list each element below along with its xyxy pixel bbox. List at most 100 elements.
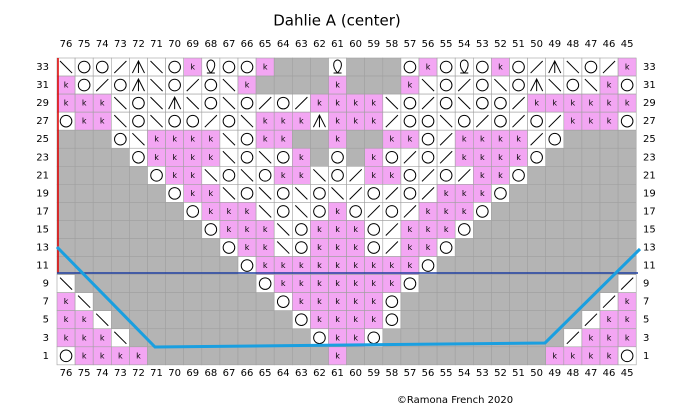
yarn-over xyxy=(313,187,326,200)
stitch-cell xyxy=(74,57,94,77)
knit-label: k xyxy=(390,171,395,180)
stitch-cell xyxy=(201,346,221,366)
yarn-over xyxy=(276,96,290,110)
column-number: 45 xyxy=(621,368,634,379)
stitch-cell xyxy=(165,310,185,330)
stitch-cell xyxy=(527,274,546,293)
stitch-cell xyxy=(183,274,203,293)
knit-label: k xyxy=(371,117,376,126)
knit-label: k xyxy=(571,117,576,126)
stitch-cell xyxy=(291,220,311,239)
stitch-cell xyxy=(509,220,528,239)
stitch-cell xyxy=(617,220,637,239)
knit-label: k xyxy=(371,261,376,270)
stitch-cell xyxy=(545,129,565,149)
stitch-cell xyxy=(273,184,293,203)
stitch-cell xyxy=(545,274,565,293)
knit-label: k xyxy=(625,333,630,342)
column-number: 58 xyxy=(385,39,398,50)
stitch-cell xyxy=(310,346,329,366)
stitch-cell xyxy=(454,292,474,311)
column-number: 68 xyxy=(204,368,217,379)
stitch-cell xyxy=(111,292,130,311)
column-number: 65 xyxy=(259,39,272,50)
stitch-cell xyxy=(111,129,130,149)
stitch-cell xyxy=(346,57,366,77)
column-number: 46 xyxy=(603,39,616,50)
row-number: 27 xyxy=(36,116,49,127)
stitch-cell xyxy=(599,184,619,203)
knit-label: k xyxy=(371,153,376,162)
stitch-cell xyxy=(509,166,528,185)
stitch-cell xyxy=(201,256,221,275)
knit-label: k xyxy=(299,261,304,270)
stitch-cell xyxy=(129,111,148,131)
knit-label: k xyxy=(64,99,69,108)
stitch-cell xyxy=(310,184,329,203)
stitch-cell xyxy=(111,147,130,167)
stitch-cell xyxy=(454,238,474,257)
stitch-cell xyxy=(201,238,221,257)
stitch-cell xyxy=(92,238,112,257)
stitch-cell xyxy=(346,75,366,95)
yarn-over xyxy=(313,205,326,218)
stitch-cell xyxy=(599,202,619,221)
column-number: 75 xyxy=(78,368,91,379)
column-number: 56 xyxy=(422,368,435,379)
stitch-cell xyxy=(165,111,185,131)
stitch-cell xyxy=(219,328,239,348)
stitch-cell xyxy=(255,166,275,185)
knit-label: k xyxy=(353,117,358,126)
yarn-over xyxy=(439,96,453,110)
yarn-over xyxy=(476,96,489,110)
knit-label: k xyxy=(462,189,467,198)
stitch-cell xyxy=(454,111,474,131)
stitch-cell xyxy=(563,75,583,95)
yarn-over xyxy=(132,114,145,128)
stitch-cell xyxy=(491,292,510,311)
knit-label: k xyxy=(299,171,304,180)
stitch-cell xyxy=(599,129,619,149)
yarn-over xyxy=(385,150,399,164)
stitch-cell xyxy=(491,220,510,239)
row-number: 33 xyxy=(36,62,49,73)
stitch-cell xyxy=(111,238,130,257)
k2tog xyxy=(403,205,417,218)
k2tog xyxy=(421,186,435,200)
ssk xyxy=(421,78,435,92)
stitch-cell xyxy=(400,57,420,77)
ssk xyxy=(150,78,163,92)
column-number: 71 xyxy=(150,39,163,50)
stitch-cell xyxy=(183,292,203,311)
row-number: 15 xyxy=(36,224,49,235)
yarn-over xyxy=(240,187,254,200)
row-number: 13 xyxy=(643,243,656,254)
yarn-over xyxy=(403,169,417,182)
stitch-cell xyxy=(545,147,565,167)
stitch-cell xyxy=(364,75,384,95)
stitch-cell xyxy=(599,238,619,257)
stitch-cell xyxy=(147,220,166,239)
yarn-over xyxy=(403,60,417,74)
yarn-over xyxy=(457,223,471,236)
knit-label: k xyxy=(371,315,376,324)
stitch-cell xyxy=(436,256,456,275)
row-number: 5 xyxy=(43,315,49,326)
knit-label: k xyxy=(118,351,123,360)
stitch-cell xyxy=(454,220,474,239)
stitch-cell xyxy=(273,147,293,167)
knit-label: k xyxy=(625,297,630,306)
stitch-cell xyxy=(436,166,456,185)
knit-label: k xyxy=(209,135,214,144)
stitch-cell xyxy=(328,147,347,167)
yarn-over xyxy=(403,114,417,128)
knit-label: k xyxy=(371,279,376,288)
stitch-cell xyxy=(454,346,474,366)
knit-label: k xyxy=(534,99,539,108)
knit-label: k xyxy=(480,135,485,144)
yarn-over xyxy=(222,241,236,254)
knit-label: k xyxy=(335,81,340,90)
stitch-cell xyxy=(92,256,112,275)
yarn-over xyxy=(385,295,399,308)
yarn-over xyxy=(240,259,254,272)
